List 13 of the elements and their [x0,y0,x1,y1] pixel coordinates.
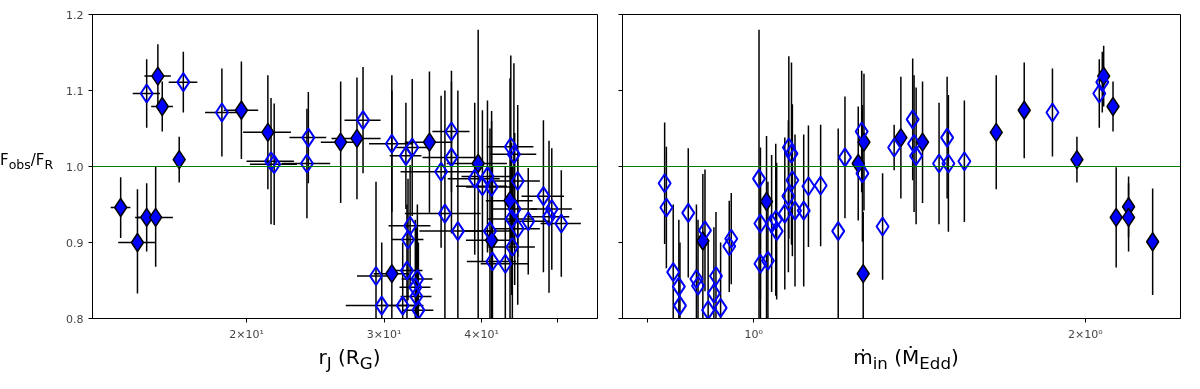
y-axis-title: F$_{obs}$/F$_{R}$ [0,150,54,174]
x-axis-title: ṁ$_{in}$ (Ṁ$_{Edd}$) [853,344,959,375]
x-tick-label: 10⁰ [744,327,764,341]
x-tick-label: 3×10¹ [366,327,402,341]
x-tick-label: 2×10⁰ [1068,327,1104,341]
y-tick-label: 1.1 [66,84,84,98]
y-tick-label: 0.8 [66,312,84,326]
x-axis-title: r$_{J}$ (R$_{G}$) [318,344,381,375]
y-tick-label: 1.0 [66,160,84,174]
y-tick-label: 1.2 [66,8,84,22]
x-tick-label: 2×10¹ [229,327,264,341]
y-tick-label: 0.9 [66,236,84,250]
x-tick-label: 4×10¹ [464,327,499,341]
